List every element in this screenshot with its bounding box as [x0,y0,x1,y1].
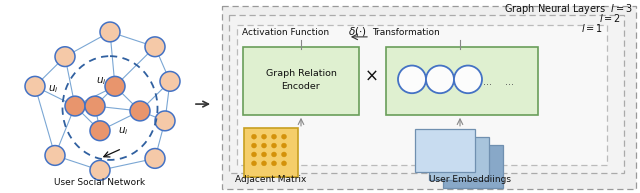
Text: Activation Function: Activation Function [242,28,329,37]
Text: Encoder: Encoder [282,82,321,91]
Text: User Embeddiings: User Embeddiings [429,175,511,184]
Circle shape [155,111,175,131]
Circle shape [100,22,120,42]
Circle shape [252,161,257,166]
Text: $l=1$: $l=1$ [581,22,603,34]
Circle shape [45,146,65,165]
Text: Graph Neural Layers  $l=3$: Graph Neural Layers $l=3$ [504,2,633,16]
Circle shape [398,66,426,93]
Text: ...: ... [506,77,515,87]
Circle shape [262,134,266,139]
Circle shape [262,161,266,166]
Circle shape [282,161,287,166]
FancyBboxPatch shape [386,47,538,115]
Circle shape [145,37,165,57]
Text: Transformation: Transformation [372,28,440,37]
Text: ...: ... [483,77,492,87]
Text: Graph Relation: Graph Relation [266,69,337,78]
Text: $u_i$: $u_i$ [96,75,106,87]
Circle shape [145,149,165,168]
Text: Adjacent Matrix: Adjacent Matrix [236,175,307,184]
FancyBboxPatch shape [243,47,359,115]
Circle shape [282,134,287,139]
Circle shape [90,160,110,180]
FancyBboxPatch shape [429,137,489,180]
Circle shape [25,76,45,96]
Text: $l=2$: $l=2$ [599,12,621,24]
Text: $u_i$: $u_i$ [118,125,129,136]
Circle shape [262,143,266,148]
Text: $\times$: $\times$ [364,66,378,84]
Circle shape [85,96,105,116]
Circle shape [105,76,125,96]
FancyBboxPatch shape [415,129,475,172]
Circle shape [271,152,276,157]
FancyBboxPatch shape [222,6,636,189]
FancyBboxPatch shape [237,25,607,165]
FancyBboxPatch shape [229,15,624,173]
Circle shape [262,152,266,157]
Circle shape [130,101,150,121]
Text: $\delta(\cdot)$: $\delta(\cdot)$ [348,25,367,38]
Circle shape [271,134,276,139]
Circle shape [252,143,257,148]
Circle shape [282,152,287,157]
Circle shape [55,47,75,67]
Circle shape [252,134,257,139]
Circle shape [271,161,276,166]
Text: User Social Network: User Social Network [54,178,145,187]
Circle shape [454,66,482,93]
Circle shape [90,121,110,141]
Circle shape [65,96,85,116]
FancyBboxPatch shape [244,128,298,177]
Circle shape [271,143,276,148]
Circle shape [282,143,287,148]
Text: $u_i$: $u_i$ [48,83,58,95]
FancyBboxPatch shape [443,145,503,188]
Circle shape [160,71,180,91]
Circle shape [426,66,454,93]
Circle shape [252,152,257,157]
